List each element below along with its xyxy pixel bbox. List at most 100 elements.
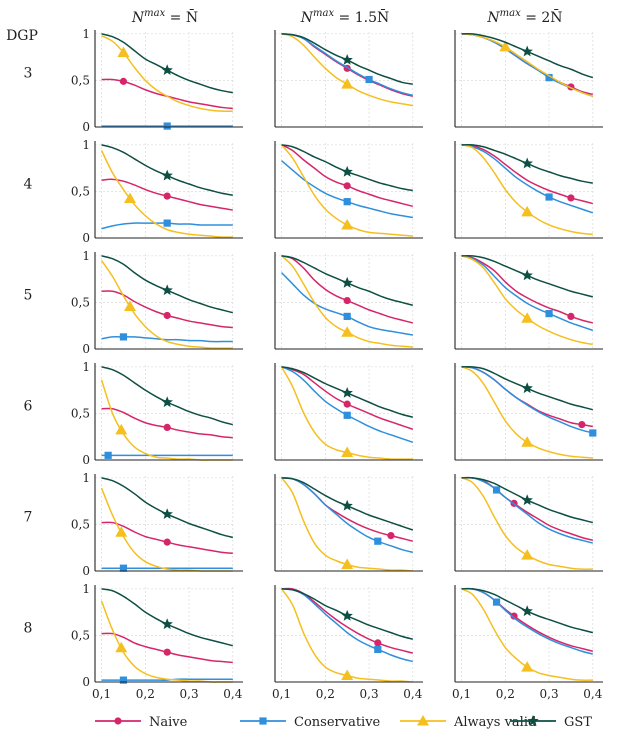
series-marker-always-valid	[341, 218, 354, 230]
series-marker-gst	[521, 382, 533, 394]
panel-axes	[454, 474, 603, 572]
series-marker-gst	[341, 609, 353, 621]
panel-dgp7-col1: 00,51	[71, 471, 243, 578]
y-tick-label: 0	[82, 453, 90, 467]
series-marker-gst	[521, 157, 533, 169]
x-tick-label: 0,2	[316, 687, 335, 701]
panel-dgp3-col1: 00,51	[71, 27, 243, 134]
x-tick-label: 0,4	[403, 687, 422, 701]
legend-marker-star	[527, 715, 539, 726]
panel-dgp6-col1: 00,51	[71, 360, 243, 467]
y-tick-label: 0,5	[71, 517, 90, 531]
series-line-always-valid	[100, 260, 233, 349]
y-tick-label: 1	[82, 27, 90, 41]
x-tick-label: 0,4	[583, 687, 602, 701]
y-tick-label: 0	[82, 675, 90, 689]
series-marker-always-valid	[341, 326, 354, 337]
panel-axes	[454, 30, 603, 128]
panel-axes	[94, 585, 243, 683]
series-line-conservative	[281, 477, 413, 554]
series-marker-naive	[163, 648, 171, 656]
series-line-gst	[101, 255, 233, 314]
series-marker-always-valid	[521, 661, 534, 672]
panel-axes	[454, 252, 603, 350]
series-marker-gst	[161, 64, 173, 76]
series-line-conservative	[281, 33, 413, 97]
y-tick-label: 0,5	[71, 628, 90, 642]
series-marker-gst	[341, 276, 353, 288]
series-marker-gst	[161, 508, 173, 520]
series-marker-naive	[119, 77, 128, 85]
panel-axes	[274, 141, 423, 239]
panel-dgp5-col2	[274, 252, 423, 350]
series-line-naive	[281, 366, 414, 430]
panel-dgp3-col3	[454, 30, 603, 128]
series-line-naive	[461, 587, 593, 652]
series-line-naive	[461, 144, 593, 205]
series-marker-gst	[341, 165, 353, 177]
y-tick-label: 1	[82, 360, 90, 374]
series-marker-conservative	[119, 676, 128, 684]
series-line-conservative	[461, 587, 593, 655]
panel-dgp7-col2	[274, 474, 423, 572]
series-marker-always-valid	[124, 300, 136, 312]
legend-item-always-valid: Always valid	[400, 715, 536, 730]
series-marker-naive	[343, 296, 351, 305]
series-marker-conservative	[374, 645, 382, 654]
y-tick-label: 0,5	[71, 73, 90, 87]
y-tick-label: 0	[82, 231, 90, 245]
series-marker-gst	[341, 53, 353, 65]
series-marker-gst	[521, 269, 533, 281]
series-marker-gst	[341, 386, 353, 398]
panel-dgp4-col3	[454, 141, 603, 239]
series-marker-always-valid	[521, 436, 534, 447]
dgp-row-label-4: 4	[24, 177, 33, 193]
panel-axes	[274, 30, 423, 128]
series-marker-naive	[567, 312, 575, 321]
series-marker-naive	[510, 612, 518, 620]
series-marker-always-valid	[115, 526, 128, 537]
series-marker-conservative	[545, 310, 553, 318]
series-marker-naive	[163, 311, 171, 320]
panel-axes	[454, 585, 603, 683]
series-marker-always-valid	[115, 423, 128, 435]
gridlines	[455, 32, 595, 128]
series-line-naive	[281, 144, 413, 208]
series-marker-always-valid	[341, 446, 354, 458]
legend: Naive Conservative Always valid GST	[95, 715, 592, 730]
series-marker-gst	[341, 499, 353, 511]
series-line-naive	[101, 290, 233, 329]
series-marker-naive	[567, 194, 575, 202]
series-line-conservative	[281, 588, 413, 663]
series-line-naive	[281, 587, 413, 654]
x-tick-label: 0,2	[136, 687, 155, 701]
gridlines	[455, 143, 595, 239]
panel-dgp4-col1: 00,51	[71, 138, 243, 245]
series-marker-conservative	[119, 333, 128, 341]
y-tick-label: 0,5	[71, 184, 90, 198]
series-marker-gst	[161, 284, 173, 296]
x-tick-label: 0,1	[272, 687, 291, 701]
x-tick-label: 0,1	[92, 687, 111, 701]
panel-axes	[454, 363, 603, 461]
panel-dgp3-col2	[274, 30, 423, 128]
series-marker-conservative	[343, 312, 351, 321]
panel-dgp8-col2: 0,1 0,2 0,3 0,4	[272, 585, 423, 701]
y-tick-label: 1	[82, 582, 90, 596]
y-tick-label: 1	[82, 138, 90, 152]
series-line-always-valid	[100, 600, 233, 683]
column-title-3: Nmax = 2N̄	[486, 8, 562, 26]
dgp-row-label-8: 8	[24, 621, 33, 637]
series-marker-conservative	[343, 198, 351, 206]
series-marker-conservative	[163, 122, 171, 130]
y-tick-label: 0,5	[71, 406, 90, 420]
panel-dgp6-col3	[454, 363, 603, 461]
y-tick-label: 0	[82, 342, 90, 356]
series-marker-naive	[578, 421, 586, 429]
series-line-conservative	[461, 255, 594, 332]
series-marker-always-valid	[341, 558, 354, 569]
dgp-row-label-6: 6	[24, 399, 33, 415]
series-marker-conservative	[545, 193, 553, 201]
dgp-row-label-3: 3	[24, 66, 33, 82]
panel-axes	[274, 474, 423, 572]
